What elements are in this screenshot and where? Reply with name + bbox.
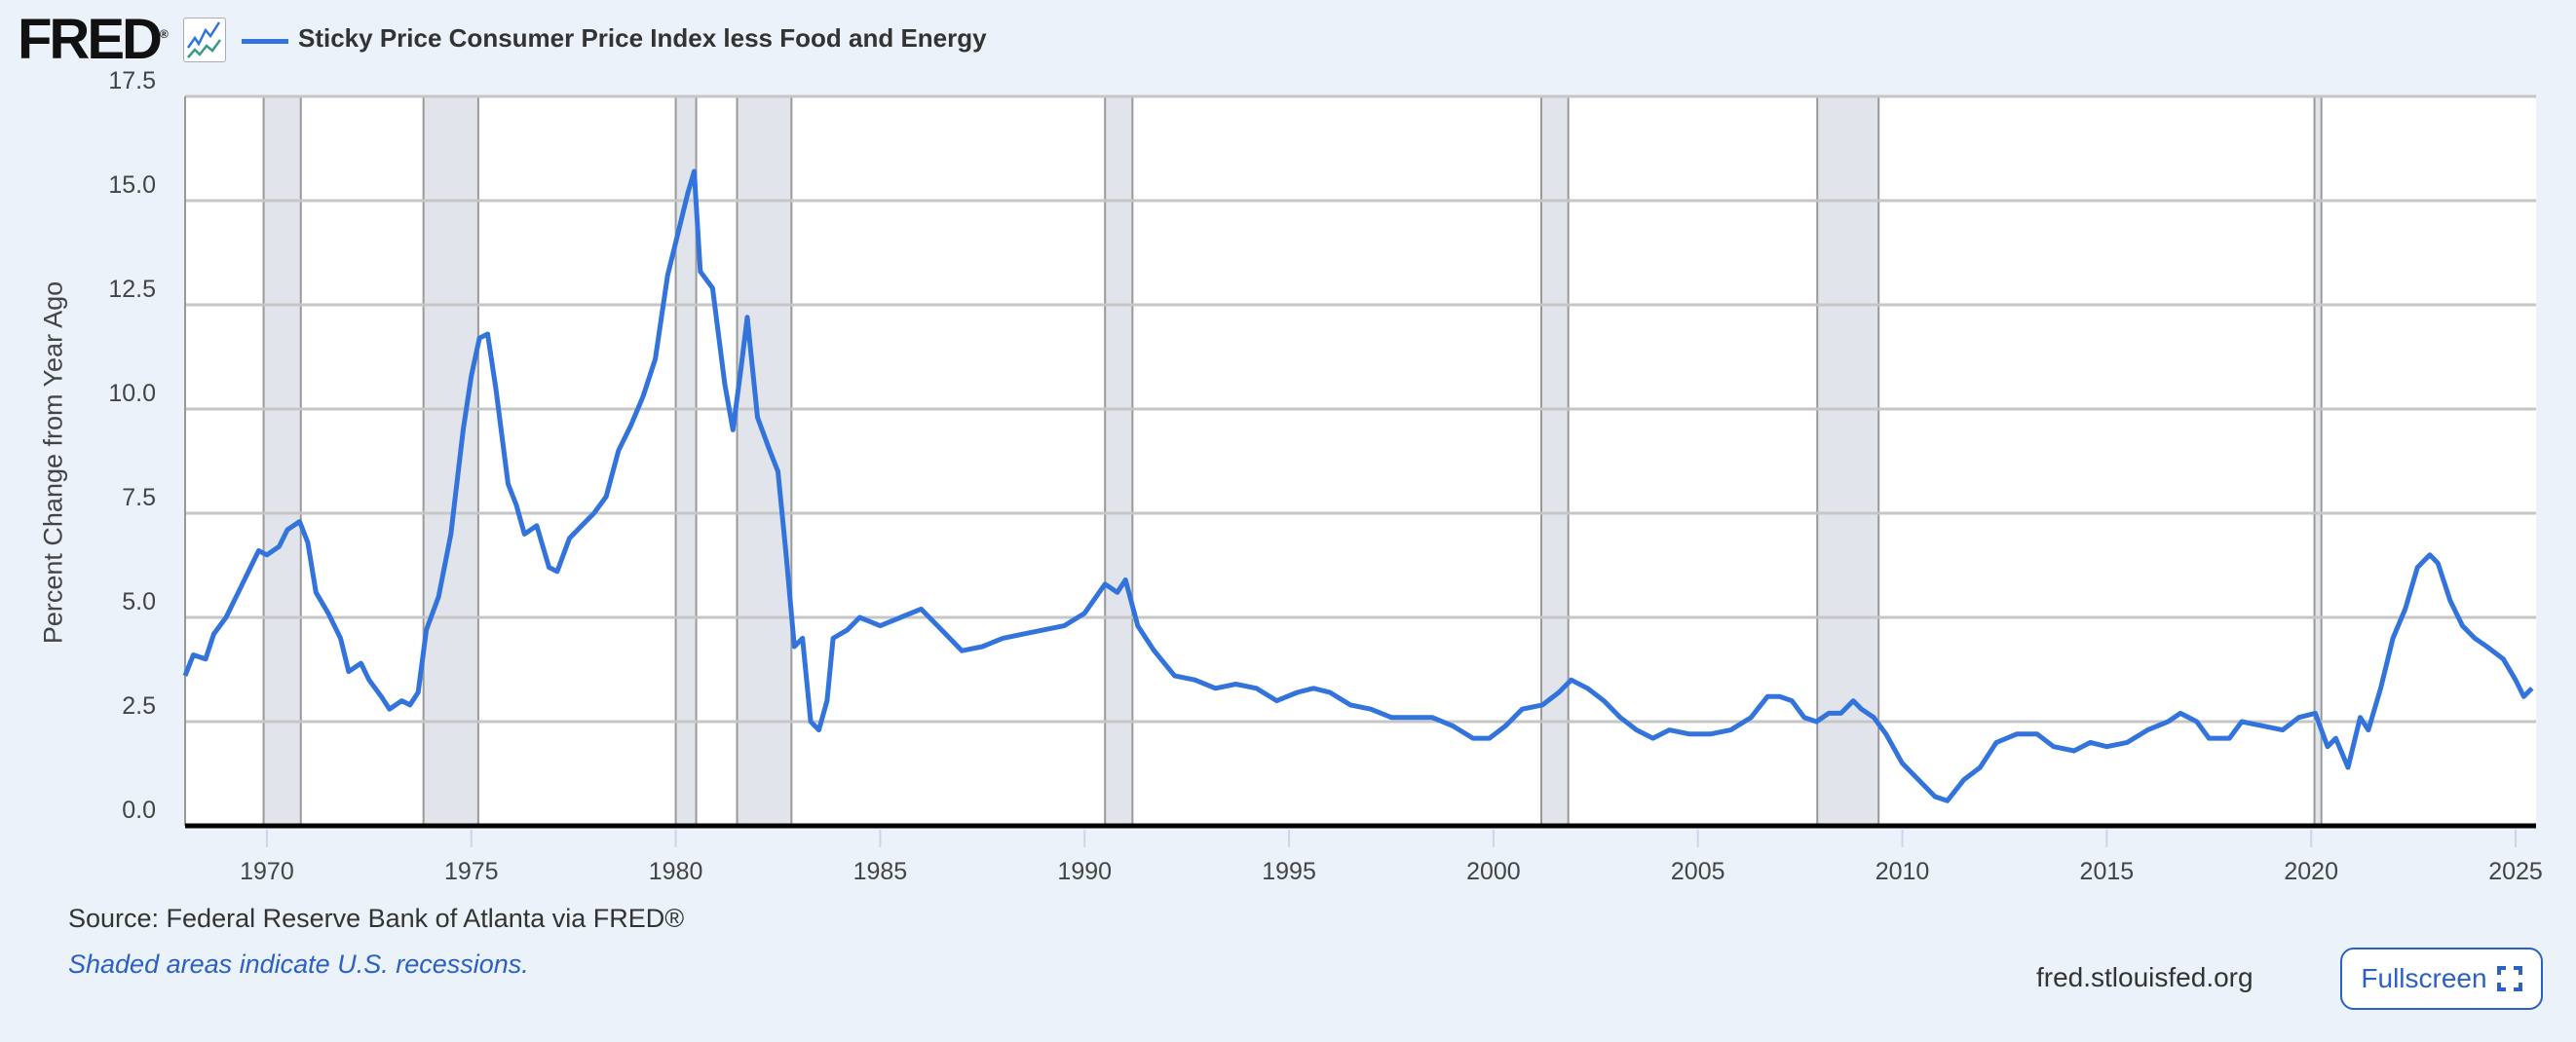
fred-logo[interactable]: FRED® (18, 6, 169, 74)
x-tick-label: 1990 (1057, 858, 1112, 885)
legend-swatch (242, 39, 288, 44)
x-tick-label: 2015 (2080, 858, 2135, 885)
x-tick-label: 1985 (853, 858, 908, 885)
x-tick-label: 1995 (1262, 858, 1316, 885)
recession-band (1104, 95, 1134, 827)
y-tick-label: 0.0 (122, 797, 156, 824)
series-title: Sticky Price Consumer Price Index less F… (298, 23, 987, 53)
line-chart-icon[interactable] (183, 18, 226, 62)
fullscreen-label: Fullscreen (2361, 963, 2487, 993)
chart: 0.0 2.5 5.0 7.5 10.0 12.5 15.0 17.5 1970 1975 1980… (108, 67, 2543, 885)
y-tick-label: 10.0 (108, 380, 156, 407)
recession-band (262, 95, 302, 827)
y-tick-label: 12.5 (108, 276, 156, 303)
expand-icon (2496, 966, 2522, 991)
y-tick-label: 17.5 (108, 67, 156, 94)
fullscreen-button[interactable]: Fullscreen (2340, 948, 2543, 1010)
y-tick-label: 7.5 (122, 484, 156, 511)
y-tick-label: 15.0 (108, 171, 156, 199)
y-tick-label: 5.0 (122, 588, 156, 615)
y-tick-label: 2.5 (122, 692, 156, 720)
x-tick-label: 2020 (2284, 858, 2338, 885)
x-tick-label: 2010 (1875, 858, 1930, 885)
source-text: Source: Federal Reserve Bank of Atlanta … (68, 904, 685, 933)
x-tick-label: 2000 (1466, 858, 1521, 885)
recession-band (422, 95, 479, 827)
x-tick-label: 1980 (649, 858, 703, 885)
series-line (182, 168, 2534, 803)
x-tick-label: 2005 (1671, 858, 1725, 885)
x-tick-label: 2025 (2488, 858, 2543, 885)
logo-text: FRED (18, 8, 163, 71)
x-tick-label: 1975 (444, 858, 499, 885)
plot-area (185, 96, 2536, 826)
recession-note: Shaded areas indicate U.S. recessions. (68, 949, 529, 979)
logo-mark: ® (159, 27, 169, 41)
site-link[interactable]: fred.stlouisfed.org (2036, 962, 2254, 992)
recession-band (736, 95, 793, 827)
recession-band (1539, 95, 1570, 827)
x-tick-label: 1970 (240, 858, 294, 885)
